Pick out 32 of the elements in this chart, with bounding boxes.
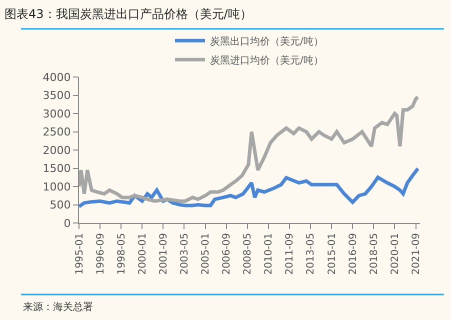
y-tick-label: 3500 xyxy=(42,89,71,102)
x-tick-label: 2016-09 xyxy=(348,233,359,275)
source-note: 来源：海关总署 xyxy=(23,301,93,313)
x-tick-label: 2005-01 xyxy=(200,233,212,275)
x-tick-label: 2013-05 xyxy=(306,233,317,275)
x-tick-label: 2021-09 xyxy=(411,233,422,275)
y-tick-label: 500 xyxy=(50,198,71,212)
x-tick-label: 1995-01 xyxy=(74,233,86,275)
legend-label: 炭黑进口均价（美元/吨） xyxy=(210,54,324,66)
x-tick-label: 2010-01 xyxy=(264,233,275,275)
y-tick-label: 4000 xyxy=(42,70,71,84)
x-tick-label: 1996-09 xyxy=(95,233,106,275)
chart-title: 图表43：我国炭黑进出口产品价格（美元/吨） xyxy=(4,7,252,21)
x-tick-label: 2018-05 xyxy=(368,233,380,275)
y-tick-label: 3000 xyxy=(42,107,71,120)
x-tick-label: 2008-05 xyxy=(242,233,254,275)
x-tick-label: 2015-01 xyxy=(326,233,338,275)
x-tick-label: 2001-09 xyxy=(158,233,170,275)
x-tick-label: 2020-01 xyxy=(390,233,401,275)
legend-label: 炭黑出口均价（美元/吨） xyxy=(210,35,324,48)
x-tick-label: 2000-01 xyxy=(137,233,148,275)
x-tick-label: 1998-05 xyxy=(116,233,128,275)
x-tick-label: 2006-09 xyxy=(222,233,233,275)
x-tick-label: 2011-09 xyxy=(284,233,296,275)
y-tick-label: 2500 xyxy=(42,126,71,139)
y-tick-label: 1000 xyxy=(42,180,71,194)
line-series xyxy=(79,95,420,203)
y-tick-label: 1500 xyxy=(42,162,71,176)
y-tick-label: 0 xyxy=(64,216,71,230)
x-tick-label: 2003-05 xyxy=(179,233,190,275)
y-tick-label: 2000 xyxy=(42,144,71,157)
line-series xyxy=(79,166,420,208)
